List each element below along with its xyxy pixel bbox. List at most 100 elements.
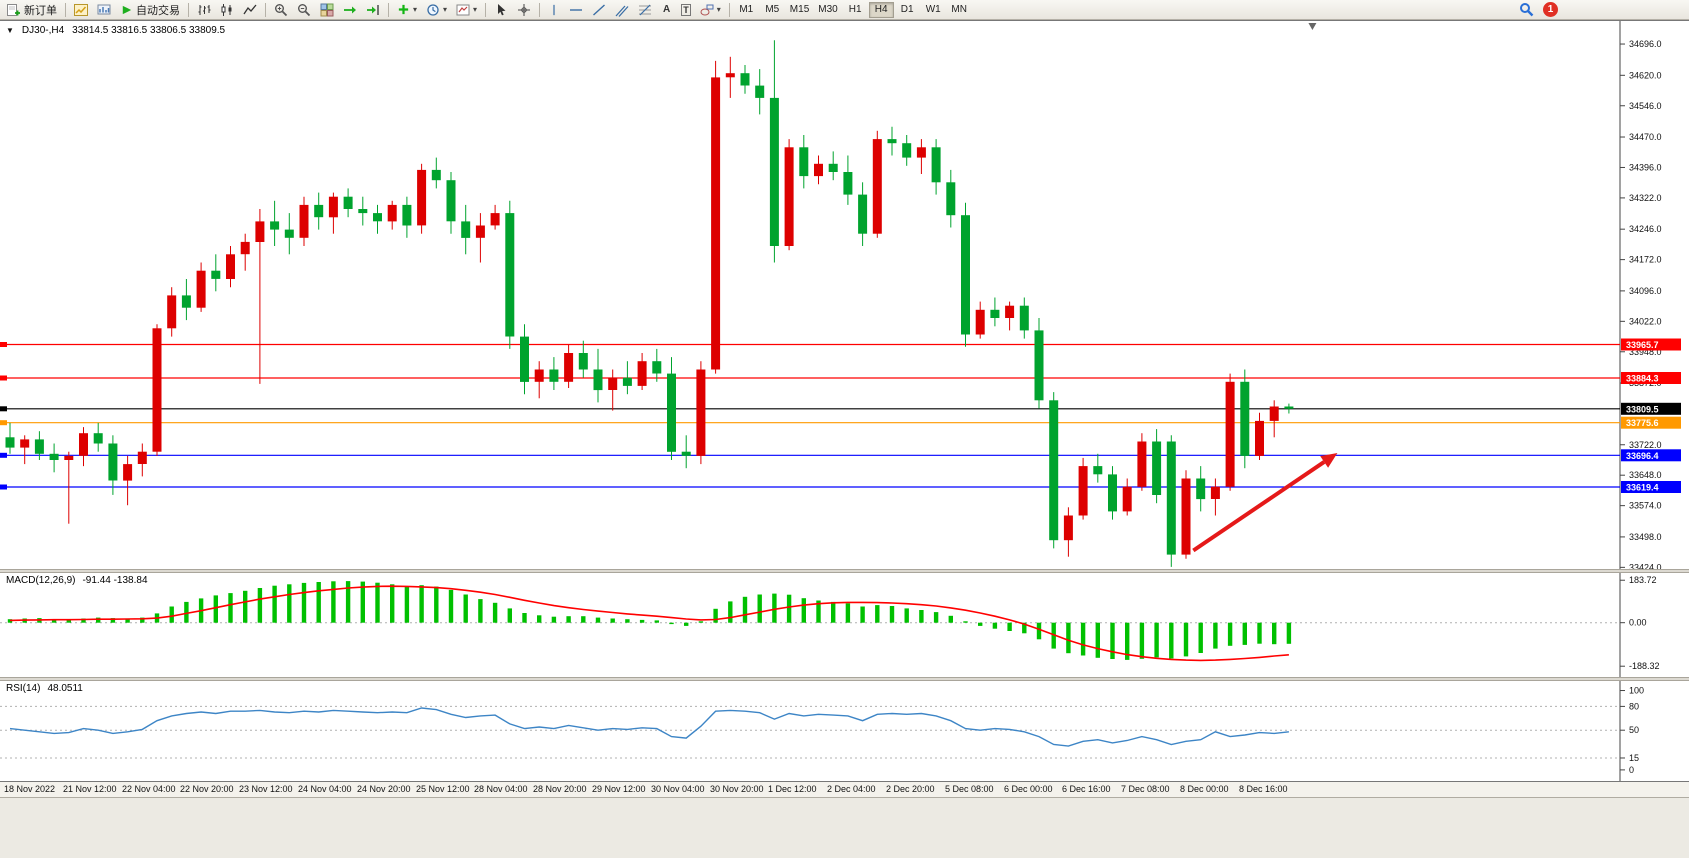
zoom-in-icon <box>275 3 288 16</box>
time-label: 5 Dec 08:00 <box>945 784 994 794</box>
toolbar: 新订单 自动交易 <box>0 0 1689 20</box>
timeframe-m1[interactable]: M1 <box>734 2 759 18</box>
separator <box>388 2 389 17</box>
panel-splitter[interactable] <box>0 677 1689 681</box>
time-label: 2 Dec 20:00 <box>886 784 935 794</box>
svg-text:34022.0: 34022.0 <box>1629 316 1662 326</box>
candlestick-chart-type-button[interactable] <box>216 1 238 19</box>
autotrading-icon <box>122 5 132 14</box>
timeframe-w1[interactable]: W1 <box>921 2 946 18</box>
templates-button[interactable]: ▾ <box>452 1 481 19</box>
zoom-in-button[interactable] <box>270 1 292 19</box>
text-tool-button[interactable]: A <box>657 1 676 19</box>
fibonacci-icon <box>639 4 652 15</box>
bars-chart-icon <box>198 4 211 15</box>
cursor-tool-button[interactable] <box>490 1 512 19</box>
svg-text:15: 15 <box>1629 753 1639 763</box>
periods-icon <box>427 3 439 16</box>
chart-shift-button[interactable] <box>362 1 384 19</box>
svg-text:33775.6: 33775.6 <box>1626 418 1659 428</box>
time-label: 8 Dec 00:00 <box>1180 784 1229 794</box>
time-label: 6 Dec 16:00 <box>1062 784 1111 794</box>
time-label: 28 Nov 20:00 <box>533 784 587 794</box>
vertical-line-icon <box>553 4 555 15</box>
label-tool-button[interactable]: T <box>677 1 695 19</box>
autotrading-button[interactable]: 自动交易 <box>116 1 184 19</box>
svg-text:34396.0: 34396.0 <box>1629 163 1662 173</box>
indicators-button[interactable]: ▾ <box>393 1 421 19</box>
separator <box>728 2 730 17</box>
trendline-tool-button[interactable] <box>588 1 610 19</box>
time-label: 22 Nov 20:00 <box>180 784 234 794</box>
time-label: 2 Dec 04:00 <box>827 784 876 794</box>
bar-chart-type-button[interactable] <box>193 1 215 19</box>
rsi-canvas[interactable]: 100 80 50 15 0 <box>0 681 1689 781</box>
timeframe-d1[interactable]: D1 <box>895 2 920 18</box>
new-order-icon <box>7 3 20 16</box>
svg-text:33948.0: 33948.0 <box>1629 347 1662 357</box>
tile-windows-icon <box>320 3 334 16</box>
macd-panel: 183.72 0.00 -188.32 MACD(12,26,9) -91.44 -… <box>0 573 1689 677</box>
time-label: 23 Nov 12:00 <box>239 784 293 794</box>
svg-text:33965.7: 33965.7 <box>1626 340 1659 350</box>
horizontal-line-tool-button[interactable] <box>565 1 587 19</box>
fibonacci-tool-button[interactable] <box>634 1 656 19</box>
svg-text:183.72: 183.72 <box>1629 575 1657 585</box>
time-label: 18 Nov 2022 <box>4 784 56 794</box>
timeframe-h4[interactable]: H4 <box>868 1 894 18</box>
time-label: 30 Nov 04:00 <box>651 784 705 794</box>
time-label: 7 Dec 08:00 <box>1121 784 1170 794</box>
svg-text:-188.32: -188.32 <box>1629 661 1660 671</box>
new-order-button[interactable]: 新订单 <box>3 1 61 19</box>
shapes-icon <box>700 4 714 15</box>
autoscroll-button[interactable] <box>339 1 361 19</box>
svg-text:34696.0: 34696.0 <box>1629 39 1662 49</box>
label-icon: T <box>681 3 691 16</box>
price-axis[interactable] <box>1620 20 1689 800</box>
chart-area: 34696.0 34620.0 34546.0 34470.0 34396.0 34322… <box>0 20 1689 797</box>
zoom-out-icon <box>298 3 311 16</box>
notification-badge[interactable]: 1 <box>1543 2 1558 17</box>
main-chart-canvas[interactable]: 34696.0 34620.0 34546.0 34470.0 34396.0 34322… <box>0 21 1689 569</box>
time-label: 21 Nov 12:00 <box>63 784 117 794</box>
shapes-tool-button[interactable]: ▾ <box>696 1 725 19</box>
zoom-out-button[interactable] <box>293 1 315 19</box>
timeframe-m5[interactable]: M5 <box>760 2 785 18</box>
autoscroll-icon <box>344 6 356 13</box>
chart-window-button[interactable] <box>70 1 92 19</box>
line-chart-type-button[interactable] <box>239 1 261 19</box>
search-icon[interactable] <box>1519 2 1534 17</box>
bottom-area <box>0 797 1689 858</box>
chart-window-icon <box>74 3 88 16</box>
time-axis[interactable]: 18 Nov 2022 21 Nov 12:00 22 Nov 04:00 22 No… <box>0 781 1689 797</box>
quotes-button[interactable] <box>93 1 115 19</box>
svg-text:34172.0: 34172.0 <box>1629 255 1662 265</box>
timeframe-m15[interactable]: M15 <box>786 2 813 18</box>
quotes-icon <box>97 4 111 14</box>
timeframe-mn[interactable]: MN <box>947 2 972 18</box>
symbol-dropdown-icon[interactable]: ▼ <box>6 26 14 35</box>
chevron-down-icon: ▾ <box>716 4 721 14</box>
svg-text:34322.0: 34322.0 <box>1629 193 1662 203</box>
rsi-panel: 100 80 50 15 0 RSI(14) 48.0511 <box>0 681 1689 781</box>
timeframe-m30[interactable]: M30 <box>814 2 841 18</box>
svg-text:0.00: 0.00 <box>1629 618 1647 628</box>
channel-icon <box>615 5 629 17</box>
macd-canvas[interactable]: 183.72 0.00 -188.32 <box>0 573 1689 677</box>
time-label: 25 Nov 12:00 <box>416 784 470 794</box>
main-chart-panel: 34696.0 34620.0 34546.0 34470.0 34396.0 34322… <box>0 20 1689 569</box>
svg-text:50: 50 <box>1629 725 1639 735</box>
timeframe-h1[interactable]: H1 <box>843 2 868 18</box>
time-label: 6 Dec 00:00 <box>1004 784 1053 794</box>
crosshair-tool-button[interactable] <box>513 1 535 19</box>
svg-text:80: 80 <box>1629 701 1639 711</box>
time-label: 1 Dec 12:00 <box>768 784 817 794</box>
svg-text:33884.3: 33884.3 <box>1626 374 1659 384</box>
panel-splitter[interactable] <box>0 569 1689 573</box>
vertical-line-tool-button[interactable] <box>544 1 564 19</box>
templates-icon <box>456 4 470 15</box>
tile-windows-button[interactable] <box>316 1 338 19</box>
svg-text:34620.0: 34620.0 <box>1629 70 1662 80</box>
channel-tool-button[interactable] <box>611 1 633 19</box>
periods-button[interactable]: ▾ <box>422 1 451 19</box>
